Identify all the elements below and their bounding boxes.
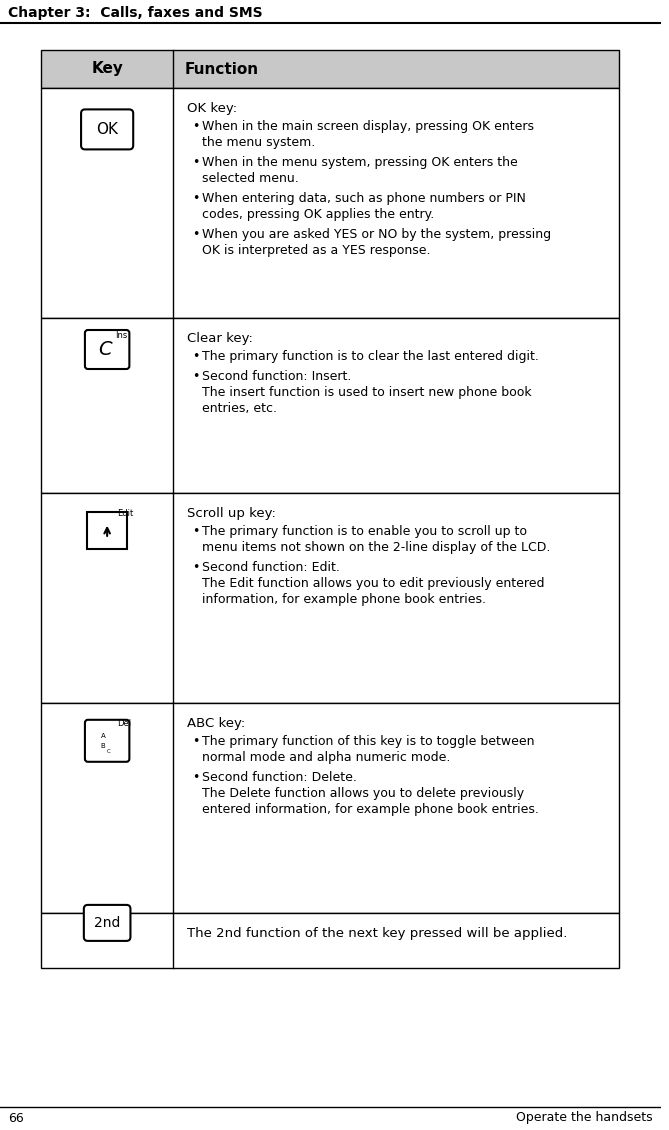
FancyBboxPatch shape (85, 720, 129, 762)
Text: The 2nd function of the next key pressed will be applied.: The 2nd function of the next key pressed… (187, 927, 567, 940)
Text: The primary function is to clear the last entered digit.: The primary function is to clear the las… (203, 350, 539, 363)
Text: Clear key:: Clear key: (187, 332, 252, 345)
Text: The Edit function allows you to edit previously entered: The Edit function allows you to edit pre… (203, 577, 545, 590)
Text: ABC key:: ABC key: (187, 718, 245, 730)
Text: •: • (193, 370, 200, 383)
Text: •: • (193, 156, 200, 170)
Text: 2nd: 2nd (94, 916, 120, 930)
Text: •: • (193, 192, 200, 205)
FancyBboxPatch shape (88, 512, 127, 549)
Text: Chapter 3:  Calls, faxes and SMS: Chapter 3: Calls, faxes and SMS (8, 6, 262, 20)
Text: menu items not shown on the 2-line display of the LCD.: menu items not shown on the 2-line displ… (203, 541, 551, 554)
Text: •: • (193, 120, 200, 133)
Text: entered information, for example phone book entries.: entered information, for example phone b… (203, 803, 539, 816)
Text: A: A (101, 732, 106, 739)
Text: information, for example phone book entries.: information, for example phone book entr… (203, 593, 486, 606)
Text: the menu system.: the menu system. (203, 136, 316, 149)
Text: 66: 66 (8, 1112, 23, 1124)
Text: Key: Key (91, 61, 123, 77)
Text: codes, pressing OK applies the entry.: codes, pressing OK applies the entry. (203, 208, 435, 221)
Text: The Delete function allows you to delete previously: The Delete function allows you to delete… (203, 786, 524, 800)
Text: When in the menu system, pressing OK enters the: When in the menu system, pressing OK ent… (203, 156, 518, 170)
Text: •: • (193, 734, 200, 748)
Text: OK: OK (96, 122, 118, 137)
Text: •: • (193, 228, 200, 241)
Bar (41, 88, 619, 318)
Text: normal mode and alpha numeric mode.: normal mode and alpha numeric mode. (203, 751, 451, 764)
Text: The primary function is to enable you to scroll up to: The primary function is to enable you to… (203, 525, 527, 538)
Text: When entering data, such as phone numbers or PIN: When entering data, such as phone number… (203, 192, 527, 205)
FancyBboxPatch shape (84, 905, 130, 941)
Text: C: C (98, 340, 112, 359)
Text: OK key:: OK key: (187, 102, 237, 115)
Text: •: • (193, 771, 200, 784)
Text: •: • (193, 560, 200, 574)
Text: Second function: Delete.: Second function: Delete. (203, 771, 357, 784)
Text: •: • (193, 525, 200, 538)
Text: •: • (193, 350, 200, 363)
Text: The insert function is used to insert new phone book: The insert function is used to insert ne… (203, 386, 532, 399)
Bar (41, 703, 619, 913)
Text: OK is interpreted as a YES response.: OK is interpreted as a YES response. (203, 244, 431, 257)
Text: When you are asked YES or NO by the system, pressing: When you are asked YES or NO by the syst… (203, 228, 551, 241)
Text: Second function: Insert.: Second function: Insert. (203, 370, 352, 383)
Text: Scroll up key:: Scroll up key: (187, 507, 276, 520)
Bar (41, 50, 619, 88)
Text: Edit: Edit (117, 508, 133, 518)
Text: The primary function of this key is to toggle between: The primary function of this key is to t… (203, 734, 535, 748)
Bar (41, 318, 619, 493)
Text: selected menu.: selected menu. (203, 172, 299, 185)
Text: entries, etc.: entries, etc. (203, 402, 278, 415)
Text: Operate the handsets: Operate the handsets (516, 1112, 653, 1124)
Text: When in the main screen display, pressing OK enters: When in the main screen display, pressin… (203, 120, 535, 133)
FancyBboxPatch shape (85, 330, 129, 370)
Text: Ins: Ins (115, 330, 127, 339)
Text: B: B (101, 742, 106, 749)
Bar (41, 913, 619, 968)
Text: Del: Del (117, 719, 131, 728)
FancyBboxPatch shape (81, 110, 133, 149)
Bar (41, 493, 619, 703)
Text: C: C (107, 749, 111, 754)
Text: Second function: Edit.: Second function: Edit. (203, 560, 341, 574)
Text: Function: Function (185, 61, 259, 77)
